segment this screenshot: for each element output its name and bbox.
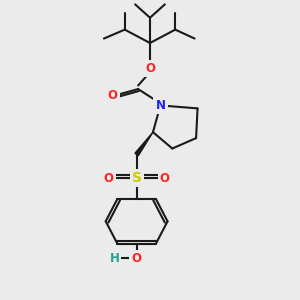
Text: O: O bbox=[132, 252, 142, 265]
Text: O: O bbox=[103, 172, 113, 185]
Text: N: N bbox=[155, 99, 165, 112]
Text: S: S bbox=[132, 171, 142, 185]
Polygon shape bbox=[135, 132, 153, 156]
Text: O: O bbox=[145, 62, 155, 75]
Text: O: O bbox=[160, 172, 170, 185]
Text: H: H bbox=[110, 252, 119, 265]
Text: O: O bbox=[108, 88, 118, 101]
